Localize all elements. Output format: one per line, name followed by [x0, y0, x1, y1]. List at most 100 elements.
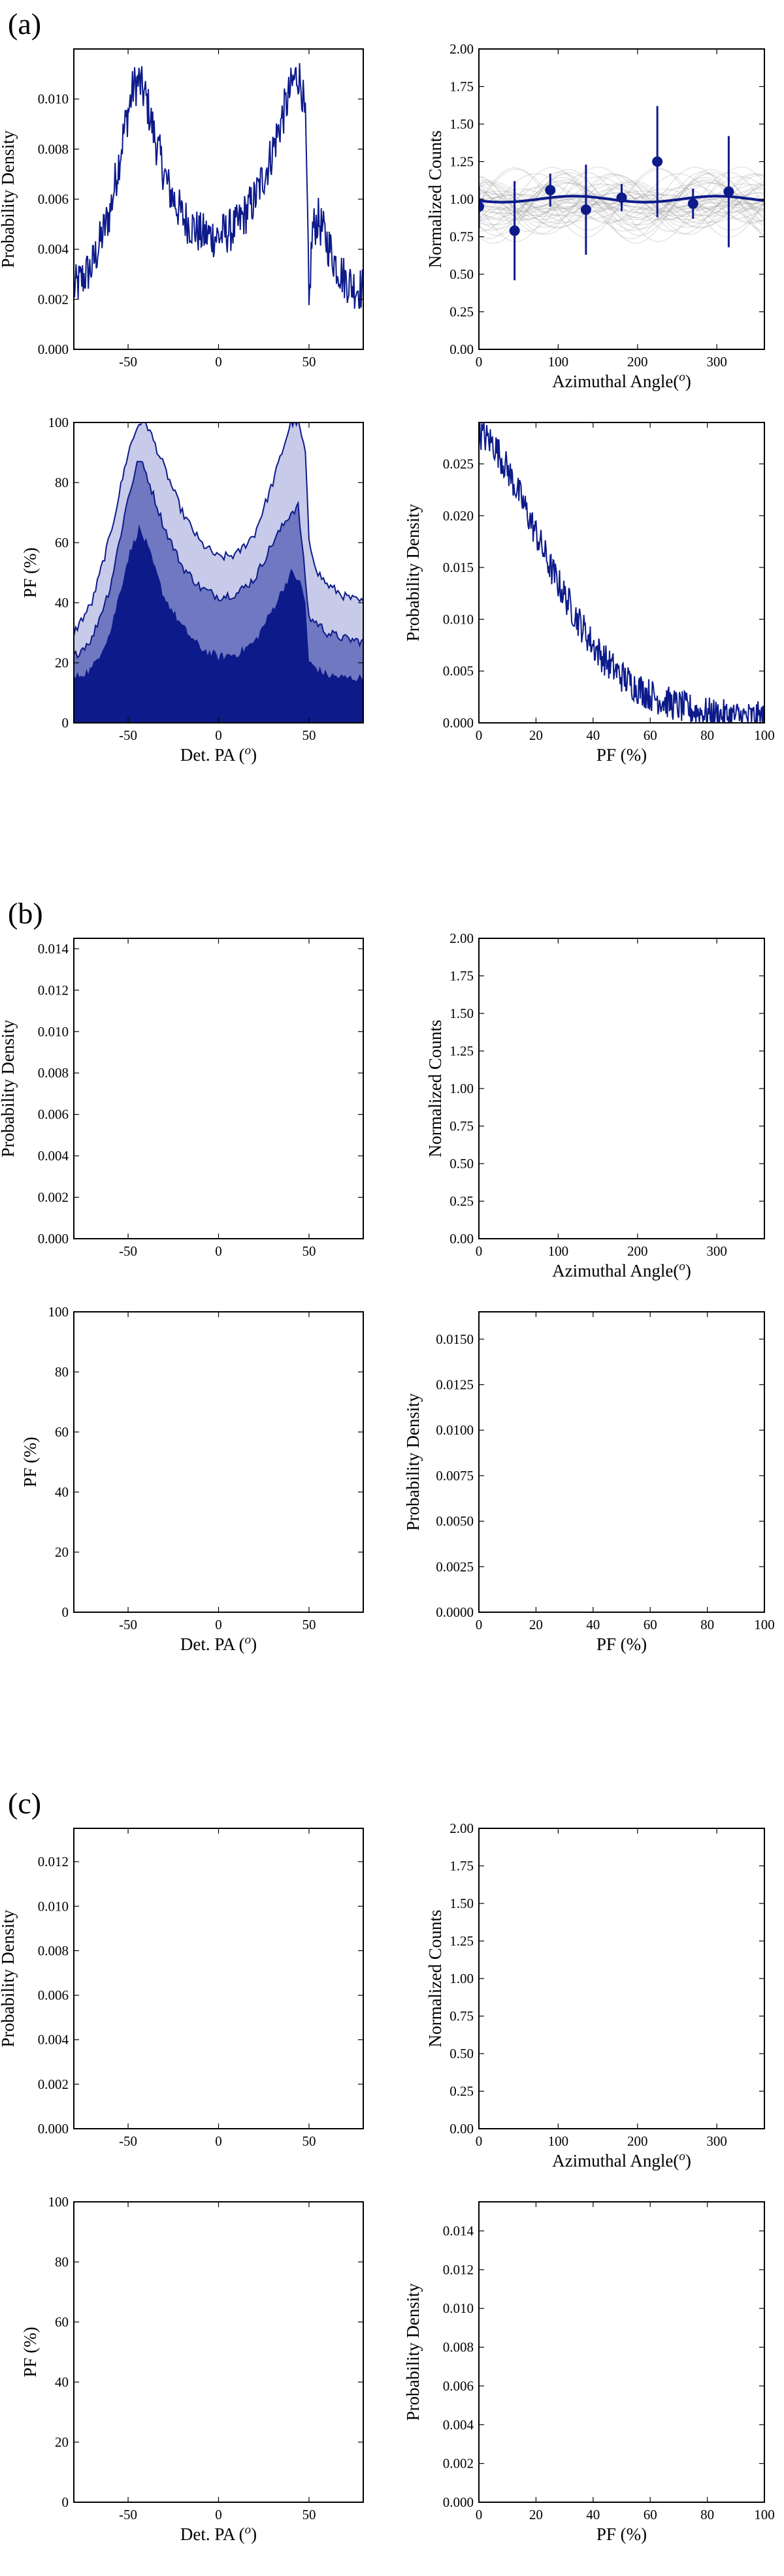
pf-density-ytick-label: 0.000 — [443, 715, 474, 731]
azimuth-ytick-label: 1.75 — [449, 968, 474, 984]
azimuth-posterior-curve — [479, 182, 764, 229]
azimuth-fit-line — [479, 1962, 764, 1996]
azimuth-xtick-label: 300 — [706, 2133, 727, 2149]
azimuth-data-point — [581, 1979, 591, 1990]
pf-contour-ytick-label: 100 — [48, 2194, 69, 2210]
azimuth-posterior-curve — [479, 1970, 764, 1984]
pf-contour-ytick-label: 40 — [55, 2374, 69, 2390]
pa-density-plot-area — [74, 63, 363, 310]
pf-density-xtick-label: 40 — [586, 727, 600, 743]
pf-contour-contour-level3 — [74, 1308, 363, 1613]
azimuth-data-point — [652, 156, 663, 167]
azimuth-posterior-curve — [479, 1972, 764, 1996]
azimuth-posterior-curve — [479, 1950, 764, 2011]
azimuth-ytick-label: 0.25 — [449, 304, 474, 320]
azimuth-posterior-curve — [479, 1085, 764, 1094]
azimuth-xtick-label: 300 — [706, 354, 727, 370]
azimuth-posterior-curve — [479, 1068, 764, 1109]
pf-contour-ytick-label: 0 — [62, 715, 69, 731]
pf-density-series-line — [479, 422, 764, 723]
pa-density-xtick-label: 50 — [302, 1243, 316, 1259]
pf-contour-xtick-label: -50 — [119, 1617, 137, 1632]
azimuth-posterior-curve — [479, 168, 764, 236]
pf-density-ytick-label: 0.0150 — [436, 1331, 474, 1347]
pf-density-xtick-label: 80 — [700, 1617, 714, 1632]
azimuth-posterior-curve — [479, 1057, 764, 1121]
azimuth-ytick-label: 2.00 — [449, 1821, 474, 1836]
pf-contour-ytick-label: 60 — [55, 535, 69, 550]
azimuth-posterior-curve — [479, 1965, 764, 2009]
azimuth-posterior-curve — [479, 1975, 764, 2001]
pf-contour-plot-area — [74, 1307, 363, 1612]
azimuth-ytick-label: 1.25 — [449, 1043, 474, 1059]
pa-density-frame — [73, 938, 364, 1239]
azimuth-data-point — [687, 198, 698, 209]
azimuth-posterior-curve — [479, 1947, 764, 2014]
azimuth-posterior-curve — [479, 1978, 764, 1988]
pf-contour-contour-level3 — [74, 524, 363, 723]
azimuth-posterior-curve — [479, 1073, 764, 1102]
pa-density-ytick-label: 0.000 — [38, 1231, 69, 1247]
azimuth-ylabel: Normalized Counts — [425, 1020, 445, 1158]
azimuth-posterior-curve — [479, 182, 764, 225]
pf-contour-ytick-label: 80 — [55, 475, 69, 490]
pf-contour-frame — [73, 422, 364, 724]
pa-density-chart: -50 0 50 0.000 0.002 0.004 0.006 0.008 0.010 Prob… — [0, 48, 364, 370]
azimuth-data-point — [510, 1049, 520, 1059]
azimuth-plot-area — [479, 106, 764, 281]
azimuth-posterior-curve — [479, 1064, 764, 1128]
azimuth-posterior-curve — [479, 1976, 764, 2000]
azimuth-posterior-curve — [479, 1954, 764, 2004]
pf-contour-ytick-label: 20 — [55, 2434, 69, 2450]
pf-density-ytick-label: 0.0075 — [436, 1468, 474, 1484]
pf-contour-ytick-label: 20 — [55, 655, 69, 671]
pa-density-ytick-label: 0.014 — [38, 941, 69, 957]
azimuth-ytick-label: 0.25 — [449, 1194, 474, 1209]
pf-density-chart: 0 20 40 60 80 100 0.0000 0.0025 0.0050 0.0075 0.01… — [403, 1295, 775, 1654]
pf-contour-ytick-label: 40 — [55, 1484, 69, 1500]
azimuth-posterior-curve — [479, 1070, 764, 1111]
pa-density-chart: -50 0 50 0.000 0.002 0.004 0.006 0.008 0.010 0.01… — [0, 1828, 364, 2149]
azimuth-data-point — [688, 1945, 698, 1955]
pf-contour-ytick-label: 60 — [55, 1424, 69, 1440]
pa-density-xtick-label: 0 — [215, 2133, 222, 2149]
pf-density-xtick-label: 100 — [754, 2507, 775, 2522]
azimuth-ytick-label: 0.00 — [449, 1231, 474, 1247]
pa-density-ylabel: Probability Density — [0, 130, 18, 268]
azimuth-xtick-label: 0 — [476, 1243, 483, 1259]
azimuth-posterior-curve — [479, 1073, 764, 1109]
azimuth-posterior-curve — [479, 1951, 764, 2020]
pf-density-ylabel: Probability Density — [403, 1393, 423, 1531]
pf-density-ytick-label: 0.0100 — [436, 1422, 474, 1438]
azimuth-posterior-curve — [479, 1079, 764, 1119]
azimuth-chart: 0 100 200 300 0.00 0.25 0.50 0.75 1.00 1.25 1.50 1.… — [425, 1821, 765, 2171]
azimuth-posterior-curve — [479, 1075, 764, 1113]
azimuth-posterior-curve — [479, 1063, 764, 1122]
pf-density-xtick-label: 100 — [754, 727, 775, 743]
pf-contour-xtick-label: 50 — [302, 2507, 316, 2522]
pa-density-ytick-label: 0.004 — [38, 1148, 69, 1164]
pf-density-plot-area — [479, 2190, 764, 2489]
pf-density-xtick-label: 40 — [586, 2507, 600, 2522]
azimuth-posterior-curve — [479, 1068, 764, 1119]
azimuth-data-point — [723, 1037, 734, 1047]
azimuth-ylabel: Normalized Counts — [425, 1910, 445, 2048]
pf-density-xtick-label: 20 — [529, 2507, 543, 2522]
pf-contour-frame — [73, 1311, 364, 1613]
pf-density-series-line — [479, 1295, 764, 1565]
pa-density-ytick-label: 0.000 — [38, 2121, 69, 2137]
pf-contour-contour-level2 — [74, 2198, 363, 2502]
pa-density-ytick-label: 0.004 — [38, 2032, 69, 2048]
azimuth-posterior-curve — [479, 1061, 764, 1126]
pa-density-ytick-label: 0.002 — [38, 2076, 69, 2092]
pf-contour-ytick-label: 0 — [62, 2494, 69, 2510]
pf-density-xtick-label: 80 — [700, 2507, 714, 2522]
azimuth-posterior-curve — [479, 1090, 764, 1107]
pf-density-xlabel: PF (%) — [596, 2524, 647, 2544]
pf-density-xtick-label: 80 — [700, 727, 714, 743]
pa-density-ytick-label: 0.012 — [38, 1854, 69, 1869]
azimuth-chart: 0 100 200 300 0.00 0.25 0.50 0.75 1.00 1.25 1.50 1.… — [425, 930, 765, 1280]
azimuth-posterior-curve — [479, 1063, 764, 1128]
azimuth-posterior-curve — [479, 1977, 764, 1984]
